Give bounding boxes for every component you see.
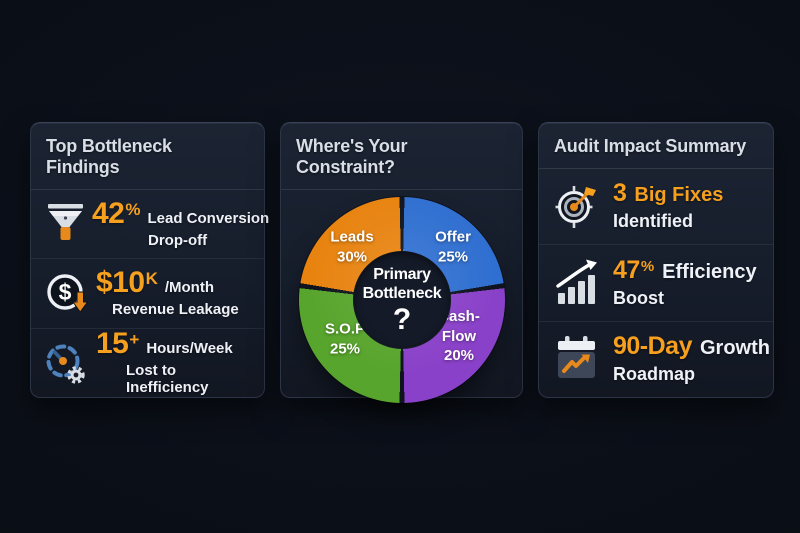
findings-list: 42% Lead Conversion Drop-off $ $10 K /Mon… <box>31 190 269 397</box>
constraint-donut: Primary Bottleneck ? Leads 30% Offer 25% S… <box>299 197 505 403</box>
segment-label-sop: S.O.P 25% <box>324 320 366 358</box>
finding-label-line2: Revenue Leakage <box>112 301 239 319</box>
findings-card-title: Top Bottleneck Findings <box>31 123 264 190</box>
card-audit-impact-summary: Audit Impact Summary 3 Big <box>538 122 774 398</box>
finding-value-suffix: K <box>145 269 158 289</box>
finding-value-suffix: + <box>129 330 140 350</box>
impact-list: 3 Big Fixes Identified 47% <box>539 169 773 397</box>
donut-area: Primary Bottleneck ? Leads 30% Offer 25% S… <box>281 190 522 403</box>
growth-bars-icon <box>556 259 597 304</box>
impact-value: 3 <box>613 179 627 208</box>
segment-label-cashflow: Cash-Flow 20% <box>438 307 480 364</box>
finding-lead-conversion: 42% Lead Conversion Drop-off <box>31 190 269 258</box>
impact-label-line2: Boost <box>613 287 664 308</box>
impact-label: Big Fixes <box>634 184 724 207</box>
finding-label: Hours/Week <box>146 340 233 358</box>
impact-label: Efficiency <box>662 260 757 283</box>
impact-efficiency-boost: 47% Efficiency Boost <box>539 244 773 320</box>
card-constraint-chart: Where's Your Constraint? Primary Bottlen… <box>280 122 523 403</box>
impact-label-line2: Roadmap <box>613 363 696 384</box>
segment-label-leads: Leads 30% <box>330 228 374 266</box>
segment-label-offer: Offer 25% <box>435 228 471 266</box>
finding-label-line2: Lost to Inefficiency <box>126 362 209 397</box>
calendar-roadmap-icon <box>558 336 595 379</box>
dollar-decline-icon: $ <box>47 274 89 314</box>
impact-label-line2: Identified <box>613 211 693 232</box>
impact-value: 90-Day <box>613 331 693 360</box>
question-mark: ? <box>392 303 412 337</box>
finding-value-suffix: % <box>125 200 141 220</box>
finding-label-line2: Drop-off <box>148 232 208 250</box>
constraint-card-title: Where's Your Constraint? <box>281 123 522 190</box>
finding-revenue-leakage: $ $10 K /Month Revenue Leakage <box>31 258 264 327</box>
finding-label: Lead Conversion <box>147 210 270 228</box>
impact-big-fixes: 3 Big Fixes Identified <box>539 169 773 244</box>
donut-center-line2: Bottleneck <box>362 285 442 302</box>
impact-value: 47 <box>613 255 640 284</box>
finding-value: $10 <box>96 266 145 300</box>
funnel-icon <box>48 204 83 241</box>
impact-growth-roadmap: 90-Day Growth Roadmap <box>539 320 773 397</box>
impact-value-suffix: % <box>640 257 655 275</box>
finding-value: 42 <box>92 197 125 231</box>
finding-value: 15 <box>96 327 129 361</box>
svg-text:$: $ <box>59 279 72 305</box>
target-dart-icon <box>555 185 596 228</box>
impact-label: Growth <box>700 336 770 359</box>
donut-center-line1: Primary <box>373 265 431 283</box>
finding-lost-hours: 15 + Hours/Week Lost to Inefficiency <box>31 327 264 397</box>
finding-label: /Month <box>164 279 214 297</box>
card-top-bottleneck-findings: Top Bottleneck Findings 42% Lead Convers… <box>30 122 269 398</box>
impact-card-title: Audit Impact Summary <box>539 123 773 169</box>
donut-center: Primary Bottleneck ? <box>353 251 451 349</box>
stopwatch-gear-icon <box>46 344 85 384</box>
